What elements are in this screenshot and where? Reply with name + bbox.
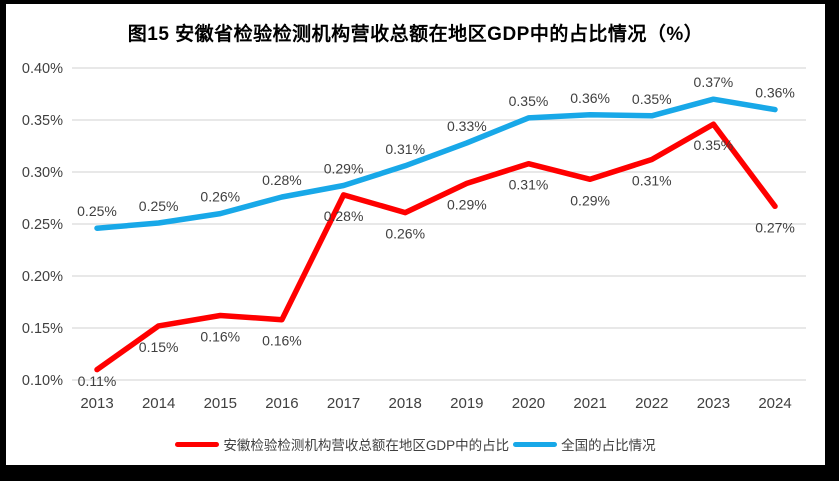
data-label: 0.26% (385, 226, 425, 242)
data-label: 0.31% (509, 177, 549, 193)
data-label: 0.16% (200, 329, 240, 345)
data-label: 0.31% (385, 141, 425, 157)
y-tick-label: 0.20% (22, 269, 63, 285)
data-label: 0.26% (200, 189, 240, 205)
y-tick-label: 0.15% (22, 321, 63, 337)
data-label: 0.11% (78, 373, 117, 389)
data-label: 0.29% (570, 192, 610, 208)
data-label: 0.16% (262, 333, 302, 349)
data-label: 0.28% (262, 172, 302, 188)
data-label: 0.35% (694, 137, 734, 153)
legend: 安徽检验检测机构营收总额在地区GDP中的占比 全国的占比情况 (6, 434, 825, 454)
y-tick-label: 0.40% (22, 61, 63, 77)
x-tick-label: 2019 (450, 395, 483, 412)
legend-label: 全国的占比情况 (561, 438, 656, 453)
x-tick-label: 2021 (573, 395, 606, 412)
data-label: 0.27% (755, 219, 795, 235)
data-label: 0.25% (139, 198, 179, 214)
data-label: 0.36% (755, 85, 795, 101)
x-tick-label: 2015 (204, 395, 237, 412)
data-label: 0.29% (447, 196, 487, 212)
x-tick-label: 2022 (635, 395, 668, 412)
x-tick-label: 2016 (265, 395, 298, 412)
chart-title: 图15 安徽省检验检测机构营收总额在地区GDP中的占比情况（%） (127, 24, 704, 45)
legend-item: 安徽检验检测机构营收总额在地区GDP中的占比 (175, 434, 509, 454)
chart-canvas: 图15 安徽省检验检测机构营收总额在地区GDP中的占比情况（%） 0.40% 0.… (6, 4, 825, 465)
legend-line-swatch (175, 441, 220, 447)
series-line (94, 96, 778, 231)
x-tick-label: 2017 (327, 395, 360, 412)
data-label: 0.33% (447, 118, 487, 134)
data-label: 0.28% (324, 208, 364, 224)
data-label: 0.35% (509, 93, 549, 109)
data-label: 0.15% (139, 339, 179, 355)
legend-line-swatch (513, 441, 558, 447)
series-line (94, 121, 778, 373)
legend-label: 安徽检验检测机构营收总额在地区GDP中的占比 (223, 438, 510, 453)
chart-plot-area: 0.40% 0.35% 0.30% 0.25% 0.20% 0.15% 0.10% 2013 2… (22, 61, 806, 412)
data-label: 0.25% (77, 203, 117, 219)
x-tick-label: 2014 (142, 395, 175, 412)
data-label: 0.29% (324, 161, 364, 177)
x-tick-label: 2013 (80, 395, 113, 412)
x-tick-label: 2024 (758, 395, 791, 412)
data-label: 0.31% (632, 173, 672, 189)
x-tick-label: 2020 (512, 395, 545, 412)
data-label: 0.35% (632, 91, 672, 107)
y-tick-label: 0.35% (22, 113, 63, 129)
y-tick-label: 0.30% (22, 165, 63, 181)
x-tick-label: 2023 (697, 395, 730, 412)
y-tick-label: 0.10% (22, 373, 63, 389)
y-tick-label: 0.25% (22, 217, 63, 233)
data-label: 0.36% (570, 90, 610, 106)
data-label: 0.37% (694, 74, 734, 90)
x-tick-label: 2018 (389, 395, 422, 412)
legend-item: 全国的占比情况 (513, 434, 656, 454)
